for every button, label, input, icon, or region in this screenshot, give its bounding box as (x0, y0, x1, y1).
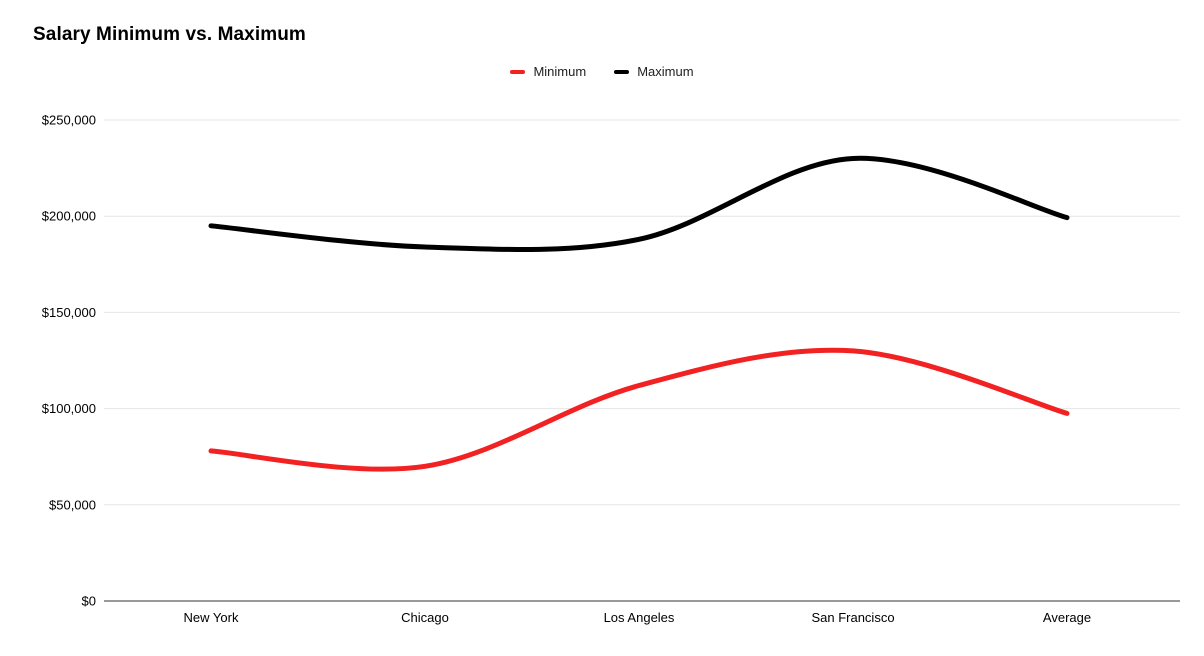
x-axis-category-label: San Francisco (811, 610, 894, 625)
x-axis-category-label: Chicago (401, 610, 449, 625)
y-axis-tick-label: $50,000 (49, 497, 96, 512)
y-axis-tick-label: $200,000 (42, 209, 96, 224)
legend-label-maximum: Maximum (637, 64, 694, 79)
x-axis-category-label: Los Angeles (604, 610, 675, 625)
legend-label-minimum: Minimum (533, 64, 587, 79)
x-axis-category-label: Average (1043, 610, 1091, 625)
y-axis-tick-label: $0 (82, 594, 96, 609)
minimum-series-swatch-icon (510, 69, 526, 74)
x-axis-category-label: New York (184, 610, 239, 625)
maximum-series-swatch-icon (614, 69, 630, 74)
y-axis-tick-label: $100,000 (42, 401, 96, 416)
legend-item-maximum: Maximum (614, 64, 694, 79)
legend-item-minimum: Minimum (510, 64, 586, 79)
series-line-minimum (208, 347, 1070, 472)
series-line-maximum (208, 155, 1070, 253)
y-axis-tick-label: $250,000 (42, 113, 96, 128)
y-axis-tick-label: $150,000 (42, 305, 96, 320)
chart-legend: Minimum Maximum (0, 64, 1204, 79)
chart-title: Salary Minimum vs. Maximum (33, 24, 306, 45)
